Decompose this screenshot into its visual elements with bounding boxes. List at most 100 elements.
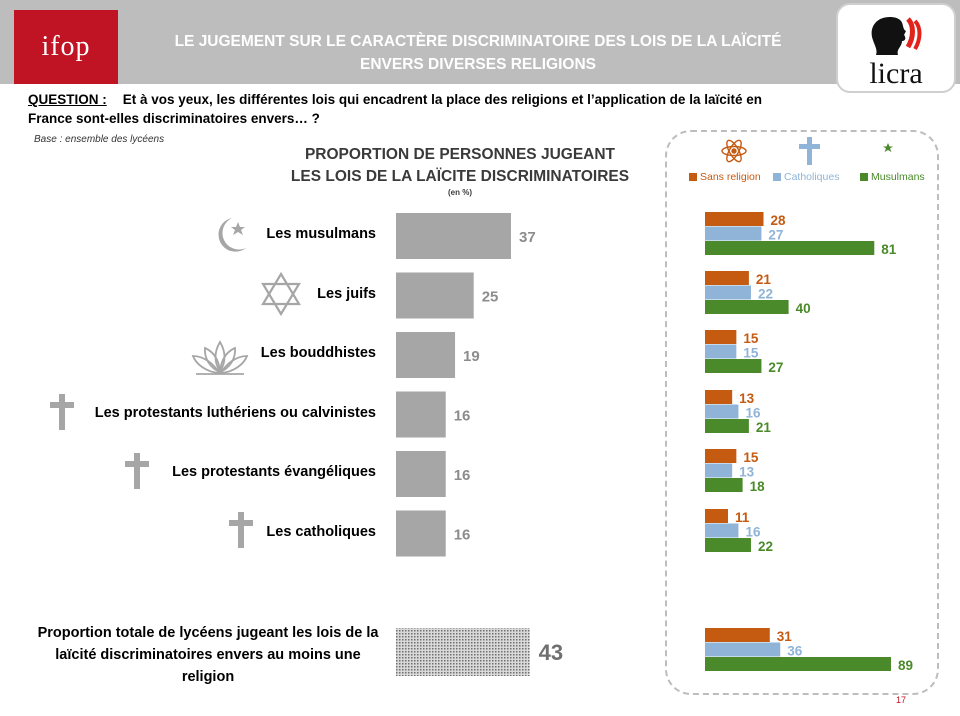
cross-icon <box>229 512 253 548</box>
base-note: Base : ensemble des lycéens <box>34 134 165 145</box>
breakdown-bar-sans-religion-3 <box>705 390 733 404</box>
breakdown-bar-catholiques-3 <box>705 404 739 419</box>
legend-text-musulmans: Musulmans <box>871 171 925 183</box>
chart-title: PROPORTION DE PERSONNES JUGEANT LES LOIS… <box>270 144 650 188</box>
breakdown-bars: 2827812122401515271316211513181116223136… <box>705 212 913 673</box>
bar-5 <box>396 510 446 557</box>
breakdown-value-musulmans-3: 21 <box>756 420 772 435</box>
bar-3 <box>396 391 446 438</box>
breakdown-panel <box>665 130 939 695</box>
legend-musulmans: Musulmans <box>860 171 925 183</box>
breakdown-value-sans-religion-4: 15 <box>743 450 759 465</box>
legend-sans-religion: Sans religion <box>689 171 761 183</box>
breakdown-value-catholiques-1: 22 <box>758 287 773 302</box>
breakdown-bar-catholiques-2 <box>705 344 737 359</box>
chart-title-line2: LES LOIS DE LA LAÏCITE DISCRIMINATOIRES <box>290 168 630 185</box>
breakdown-bar-catholiques-total <box>705 642 781 657</box>
page-number: 17 <box>896 695 907 705</box>
slide-title-line2: ENVERS DIVERSES RELIGIONS <box>360 56 596 73</box>
breakdown-bar-sans-religion-total <box>705 628 770 642</box>
breakdown-bar-sans-religion-4 <box>705 449 737 463</box>
cross-icon <box>799 137 820 165</box>
legend-text-catholiques: Catholiques <box>784 171 840 183</box>
chart-title-line1: PROPORTION DE PERSONNES JUGEANT <box>304 146 616 163</box>
bar-value-label-3: 16 <box>454 408 471 425</box>
ifop-logo: ifop <box>14 10 118 84</box>
total-bar-group: 43 <box>396 628 563 676</box>
breakdown-bar-musulmans-1 <box>705 300 789 314</box>
breakdown-bar-catholiques-1 <box>705 285 751 300</box>
bar-value-label-2: 19 <box>463 348 480 365</box>
breakdown-bar-catholiques-5 <box>705 523 739 538</box>
licra-profile-icon <box>871 17 922 55</box>
crescent-star-icon <box>218 218 246 252</box>
slide-title: LE JUGEMENT SUR LE CARACTÈRE DISCRIMINAT… <box>140 30 816 76</box>
breakdown-value-musulmans-2: 27 <box>768 360 783 375</box>
chart-unit: (en %) <box>448 188 472 197</box>
star-of-david-icon <box>261 271 301 317</box>
breakdown-bar-catholiques-0 <box>705 226 762 241</box>
legend-swatch-catholiques <box>773 173 781 181</box>
breakdown-value-sans-religion-0: 28 <box>771 213 787 228</box>
question: QUESTION : Et à vos yeux, les différentes… <box>28 90 788 128</box>
breakdown-value-sans-religion-5: 11 <box>735 510 750 525</box>
bar-value-label-5: 16 <box>454 527 471 544</box>
question-text: Et à vos yeux, les différentes lois qui … <box>28 92 762 126</box>
breakdown-value-catholiques-3: 16 <box>745 406 761 421</box>
breakdown-bar-catholiques-4 <box>705 463 733 478</box>
breakdown-value-catholiques-2: 15 <box>743 346 759 361</box>
category-label-protestants-evangeliques: Les protestants évangéliques <box>172 464 376 480</box>
breakdown-value-sans-religion-total: 31 <box>777 629 793 644</box>
breakdown-bar-musulmans-2 <box>705 359 762 373</box>
breakdown-value-catholiques-4: 13 <box>739 465 755 480</box>
breakdown-value-musulmans-0: 81 <box>881 242 897 257</box>
breakdown-bar-sans-religion-1 <box>705 271 749 285</box>
legend-text-sans-religion: Sans religion <box>700 171 761 183</box>
breakdown-bar-musulmans-3 <box>705 419 749 433</box>
breakdown-value-catholiques-total: 36 <box>787 644 803 659</box>
breakdown-value-musulmans-total: 89 <box>898 658 913 673</box>
breakdown-value-musulmans-4: 18 <box>750 479 766 494</box>
breakdown-bar-sans-religion-2 <box>705 330 737 344</box>
breakdown-bar-sans-religion-5 <box>705 509 728 523</box>
category-label-juifs: Les juifs <box>317 286 376 302</box>
atom-icon <box>721 139 747 163</box>
category-label-protestants-lutheriens: Les protestants luthériens ou calviniste… <box>94 405 376 421</box>
breakdown-bar-musulmans-0 <box>705 241 875 255</box>
breakdown-bar-sans-religion-0 <box>705 212 764 226</box>
bar-value-label-4: 16 <box>454 467 471 484</box>
licra-logo: licra <box>836 3 956 93</box>
bar-0 <box>396 213 511 259</box>
breakdown-bar-musulmans-5 <box>705 538 751 552</box>
header-band <box>0 0 960 84</box>
breakdown-value-catholiques-0: 27 <box>768 228 783 243</box>
category-label-musulmans: Les musulmans <box>266 226 376 242</box>
bar-4 <box>396 451 446 497</box>
legend-swatch-musulmans <box>860 173 868 181</box>
cross-icon <box>50 394 74 430</box>
bar-2 <box>396 332 456 378</box>
breakdown-value-musulmans-5: 22 <box>758 539 773 554</box>
breakdown-value-sans-religion-1: 21 <box>756 272 772 287</box>
licra-wordmark: licra <box>869 57 923 90</box>
breakdown-value-catholiques-5: 16 <box>745 525 761 540</box>
legend-swatch-sans-religion <box>689 173 697 181</box>
breakdown-value-musulmans-1: 40 <box>796 301 811 316</box>
bar-1 <box>396 272 474 319</box>
bar-value-label-1: 25 <box>482 289 499 306</box>
cross-icon <box>125 453 149 489</box>
question-label: QUESTION : <box>28 92 107 107</box>
breakdown-bar-musulmans-4 <box>705 478 743 492</box>
total-bar <box>396 628 530 676</box>
breakdown-bar-musulmans-total <box>705 657 891 671</box>
bar-value-label-0: 37 <box>519 229 536 246</box>
lotus-icon <box>191 340 249 375</box>
slide-title-line1: LE JUGEMENT SUR LE CARACTÈRE DISCRIMINAT… <box>174 33 782 50</box>
category-label-bouddhistes: Les bouddhistes <box>260 345 376 361</box>
breakdown-value-sans-religion-3: 13 <box>739 391 755 406</box>
crescent-star-icon <box>874 140 893 162</box>
legend-catholiques: Catholiques <box>773 171 839 183</box>
total-value-label: 43 <box>539 640 563 665</box>
main-bars: 37 25 19 16 16 16 <box>396 213 536 557</box>
